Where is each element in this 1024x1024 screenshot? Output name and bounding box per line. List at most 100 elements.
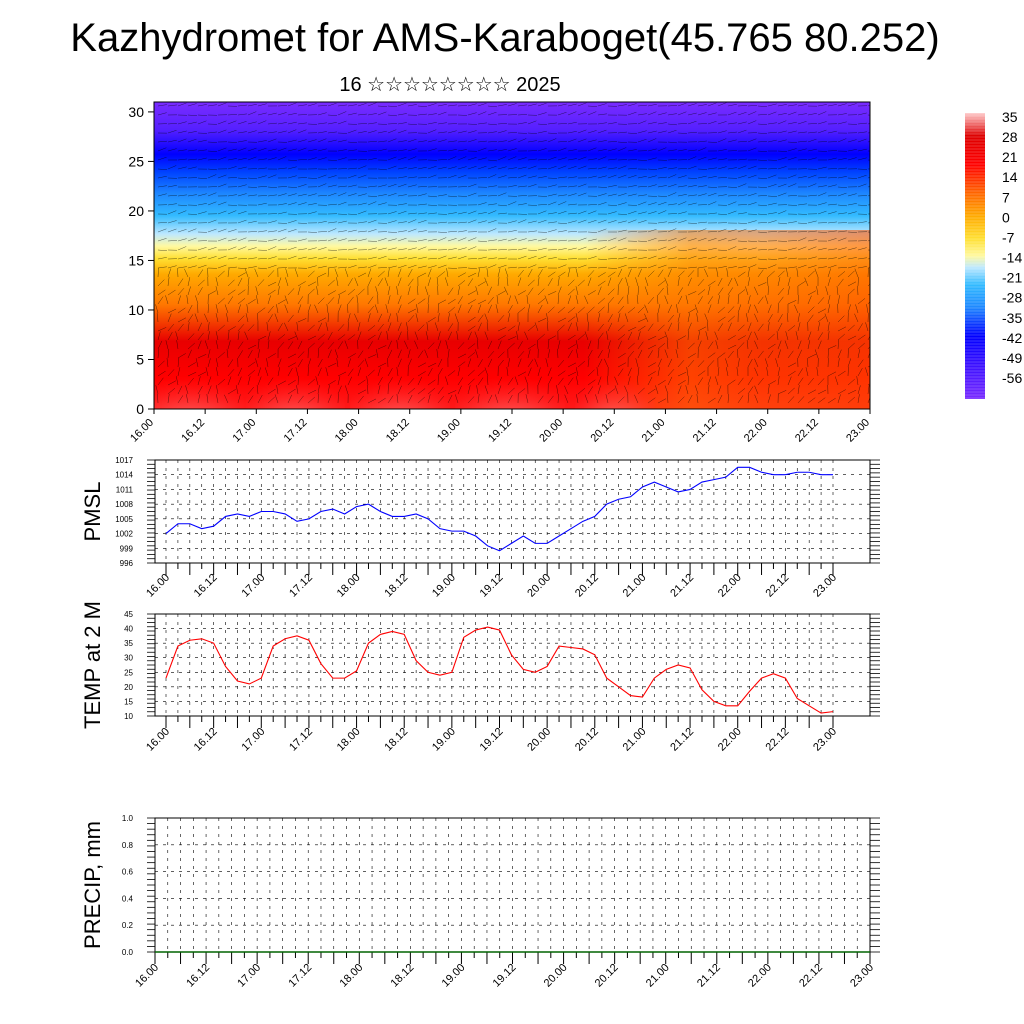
wind-barb	[287, 202, 297, 206]
wind-barb	[637, 113, 647, 116]
wind-barb	[797, 203, 807, 206]
wind-barb	[467, 103, 477, 107]
wind-barb	[297, 318, 307, 323]
wind-barb	[467, 396, 475, 404]
wind-barb	[717, 130, 727, 134]
wind-barb	[547, 335, 557, 341]
wind-barb	[207, 174, 217, 179]
wind-barb	[417, 113, 427, 116]
wind-barb	[587, 105, 597, 107]
wind-barb	[847, 139, 857, 143]
wind-barb	[267, 186, 277, 188]
wind-barb	[177, 210, 187, 215]
wind-barb	[497, 315, 505, 323]
wind-barb	[157, 193, 167, 197]
wind-barb	[237, 324, 245, 332]
wind-barb	[757, 240, 767, 243]
wind-barb	[817, 231, 827, 233]
wind-barb	[287, 336, 297, 341]
wind-barb	[257, 140, 267, 143]
wind-barb	[287, 112, 297, 116]
x-tick-label: 16.12	[192, 726, 220, 754]
wind-barb	[256, 295, 259, 305]
wind-barb	[387, 340, 392, 350]
wind-barb	[617, 368, 624, 377]
wind-barb	[657, 398, 667, 404]
wind-barb	[387, 129, 397, 134]
wind-barb	[737, 204, 747, 206]
wind-barb	[177, 395, 184, 404]
wind-barb	[527, 165, 537, 170]
wind-barb	[487, 257, 497, 260]
wind-barb	[277, 286, 280, 296]
wind-barb	[685, 295, 689, 305]
wind-barb	[337, 295, 340, 305]
wind-barb	[337, 304, 342, 314]
wind-barb	[467, 210, 477, 215]
wind-barb	[517, 157, 527, 161]
wind-barb	[727, 287, 734, 296]
wind-barb	[307, 193, 317, 197]
wind-barb	[507, 167, 517, 170]
wind-barb	[857, 286, 859, 296]
wind-barb	[617, 193, 627, 197]
wind-barb	[177, 238, 187, 242]
wind-barb	[797, 377, 804, 386]
wind-barb	[277, 156, 287, 161]
wind-barb	[377, 255, 387, 260]
colorbar-label: -35	[1002, 310, 1022, 326]
wind-barb	[787, 148, 797, 152]
wind-barb	[534, 358, 539, 368]
wind-barb	[627, 286, 630, 296]
wind-barb	[647, 362, 656, 368]
wind-barb	[397, 376, 402, 386]
wind-barb	[327, 349, 332, 359]
wind-barb	[777, 230, 787, 233]
wind-barb	[327, 228, 337, 233]
wind-barb	[807, 389, 817, 395]
wind-barb	[167, 349, 170, 359]
wind-barb	[397, 194, 407, 197]
wind-barb	[527, 175, 537, 179]
wind-barb	[557, 370, 566, 377]
wind-barb	[817, 141, 827, 143]
wind-barb	[675, 349, 679, 359]
wind-barb	[627, 268, 632, 278]
wind-barb	[457, 211, 467, 215]
wind-barb	[197, 340, 202, 350]
wind-barb	[396, 286, 399, 296]
wind-barb	[647, 175, 657, 179]
wind-barb	[247, 395, 254, 404]
wind-barb	[167, 194, 177, 197]
wind-barb	[317, 138, 327, 143]
x-tick-label: 17.12	[287, 572, 315, 600]
wind-barb	[447, 212, 457, 215]
wind-barb	[667, 238, 677, 242]
wind-barb	[597, 186, 607, 188]
wind-barb	[537, 395, 544, 404]
wind-barb	[784, 340, 789, 350]
wind-barb	[777, 240, 787, 242]
wind-barb	[557, 157, 567, 161]
wind-barb	[677, 175, 687, 179]
wind-barb	[447, 298, 456, 305]
wind-barb	[267, 239, 277, 242]
wind-barb	[597, 258, 607, 261]
wind-barb	[447, 331, 452, 341]
wind-barb	[727, 277, 733, 287]
wind-barb	[644, 286, 649, 296]
wind-barb	[587, 306, 595, 314]
wind-barb	[307, 358, 311, 368]
wind-barb	[215, 331, 219, 341]
wind-barb	[207, 256, 217, 260]
wind-barb	[527, 132, 537, 134]
wind-barb	[367, 130, 377, 134]
wind-barb	[297, 202, 307, 206]
wind-barb	[787, 247, 797, 251]
wind-barb	[487, 210, 497, 215]
wind-barb	[707, 102, 717, 107]
wind-barb	[396, 394, 399, 404]
wind-barb	[597, 280, 606, 287]
wind-barb	[357, 272, 367, 278]
